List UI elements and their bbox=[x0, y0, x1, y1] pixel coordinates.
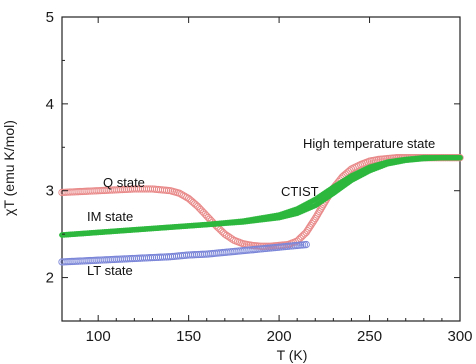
annotation-high-temperature-state: High temperature state bbox=[303, 136, 435, 151]
x-tick-label: 250 bbox=[357, 328, 382, 345]
series-high-temperature-state bbox=[59, 154, 463, 238]
y-axis-title: χT (emu K/mol) bbox=[1, 120, 17, 216]
series-layer bbox=[58, 154, 464, 266]
y-tick-label: 2 bbox=[46, 270, 54, 287]
annotation-lt-state: LT state bbox=[87, 263, 133, 278]
y-tick-label: 5 bbox=[46, 9, 54, 26]
data-point bbox=[179, 191, 187, 200]
annotation-q-state: Q state bbox=[103, 175, 145, 190]
data-point bbox=[302, 240, 310, 249]
tick-layer: 100 150 200 250 300 2 3 4 5 bbox=[46, 9, 473, 345]
series-lt-state bbox=[58, 240, 310, 266]
data-point bbox=[222, 231, 231, 240]
x-tick-label: 150 bbox=[176, 328, 201, 345]
x-tick-label: 100 bbox=[86, 328, 111, 345]
data-point bbox=[226, 234, 234, 242]
annotation-im-state: IM state bbox=[87, 209, 133, 224]
series-im-state bbox=[59, 154, 463, 238]
x-tick-label: 300 bbox=[447, 328, 472, 345]
data-point bbox=[457, 154, 463, 161]
data-point bbox=[224, 232, 233, 241]
data-point bbox=[177, 190, 186, 199]
y-tick-label: 3 bbox=[46, 183, 54, 200]
annotation-ctist: CTIST bbox=[281, 184, 319, 199]
data-point bbox=[221, 230, 229, 238]
x-axis-title: T (K) bbox=[277, 347, 308, 363]
data-point bbox=[181, 192, 189, 201]
y-tick-label: 4 bbox=[46, 96, 54, 113]
x-tick-label: 200 bbox=[267, 328, 292, 345]
data-point bbox=[175, 189, 184, 197]
series-q-state bbox=[58, 154, 464, 250]
